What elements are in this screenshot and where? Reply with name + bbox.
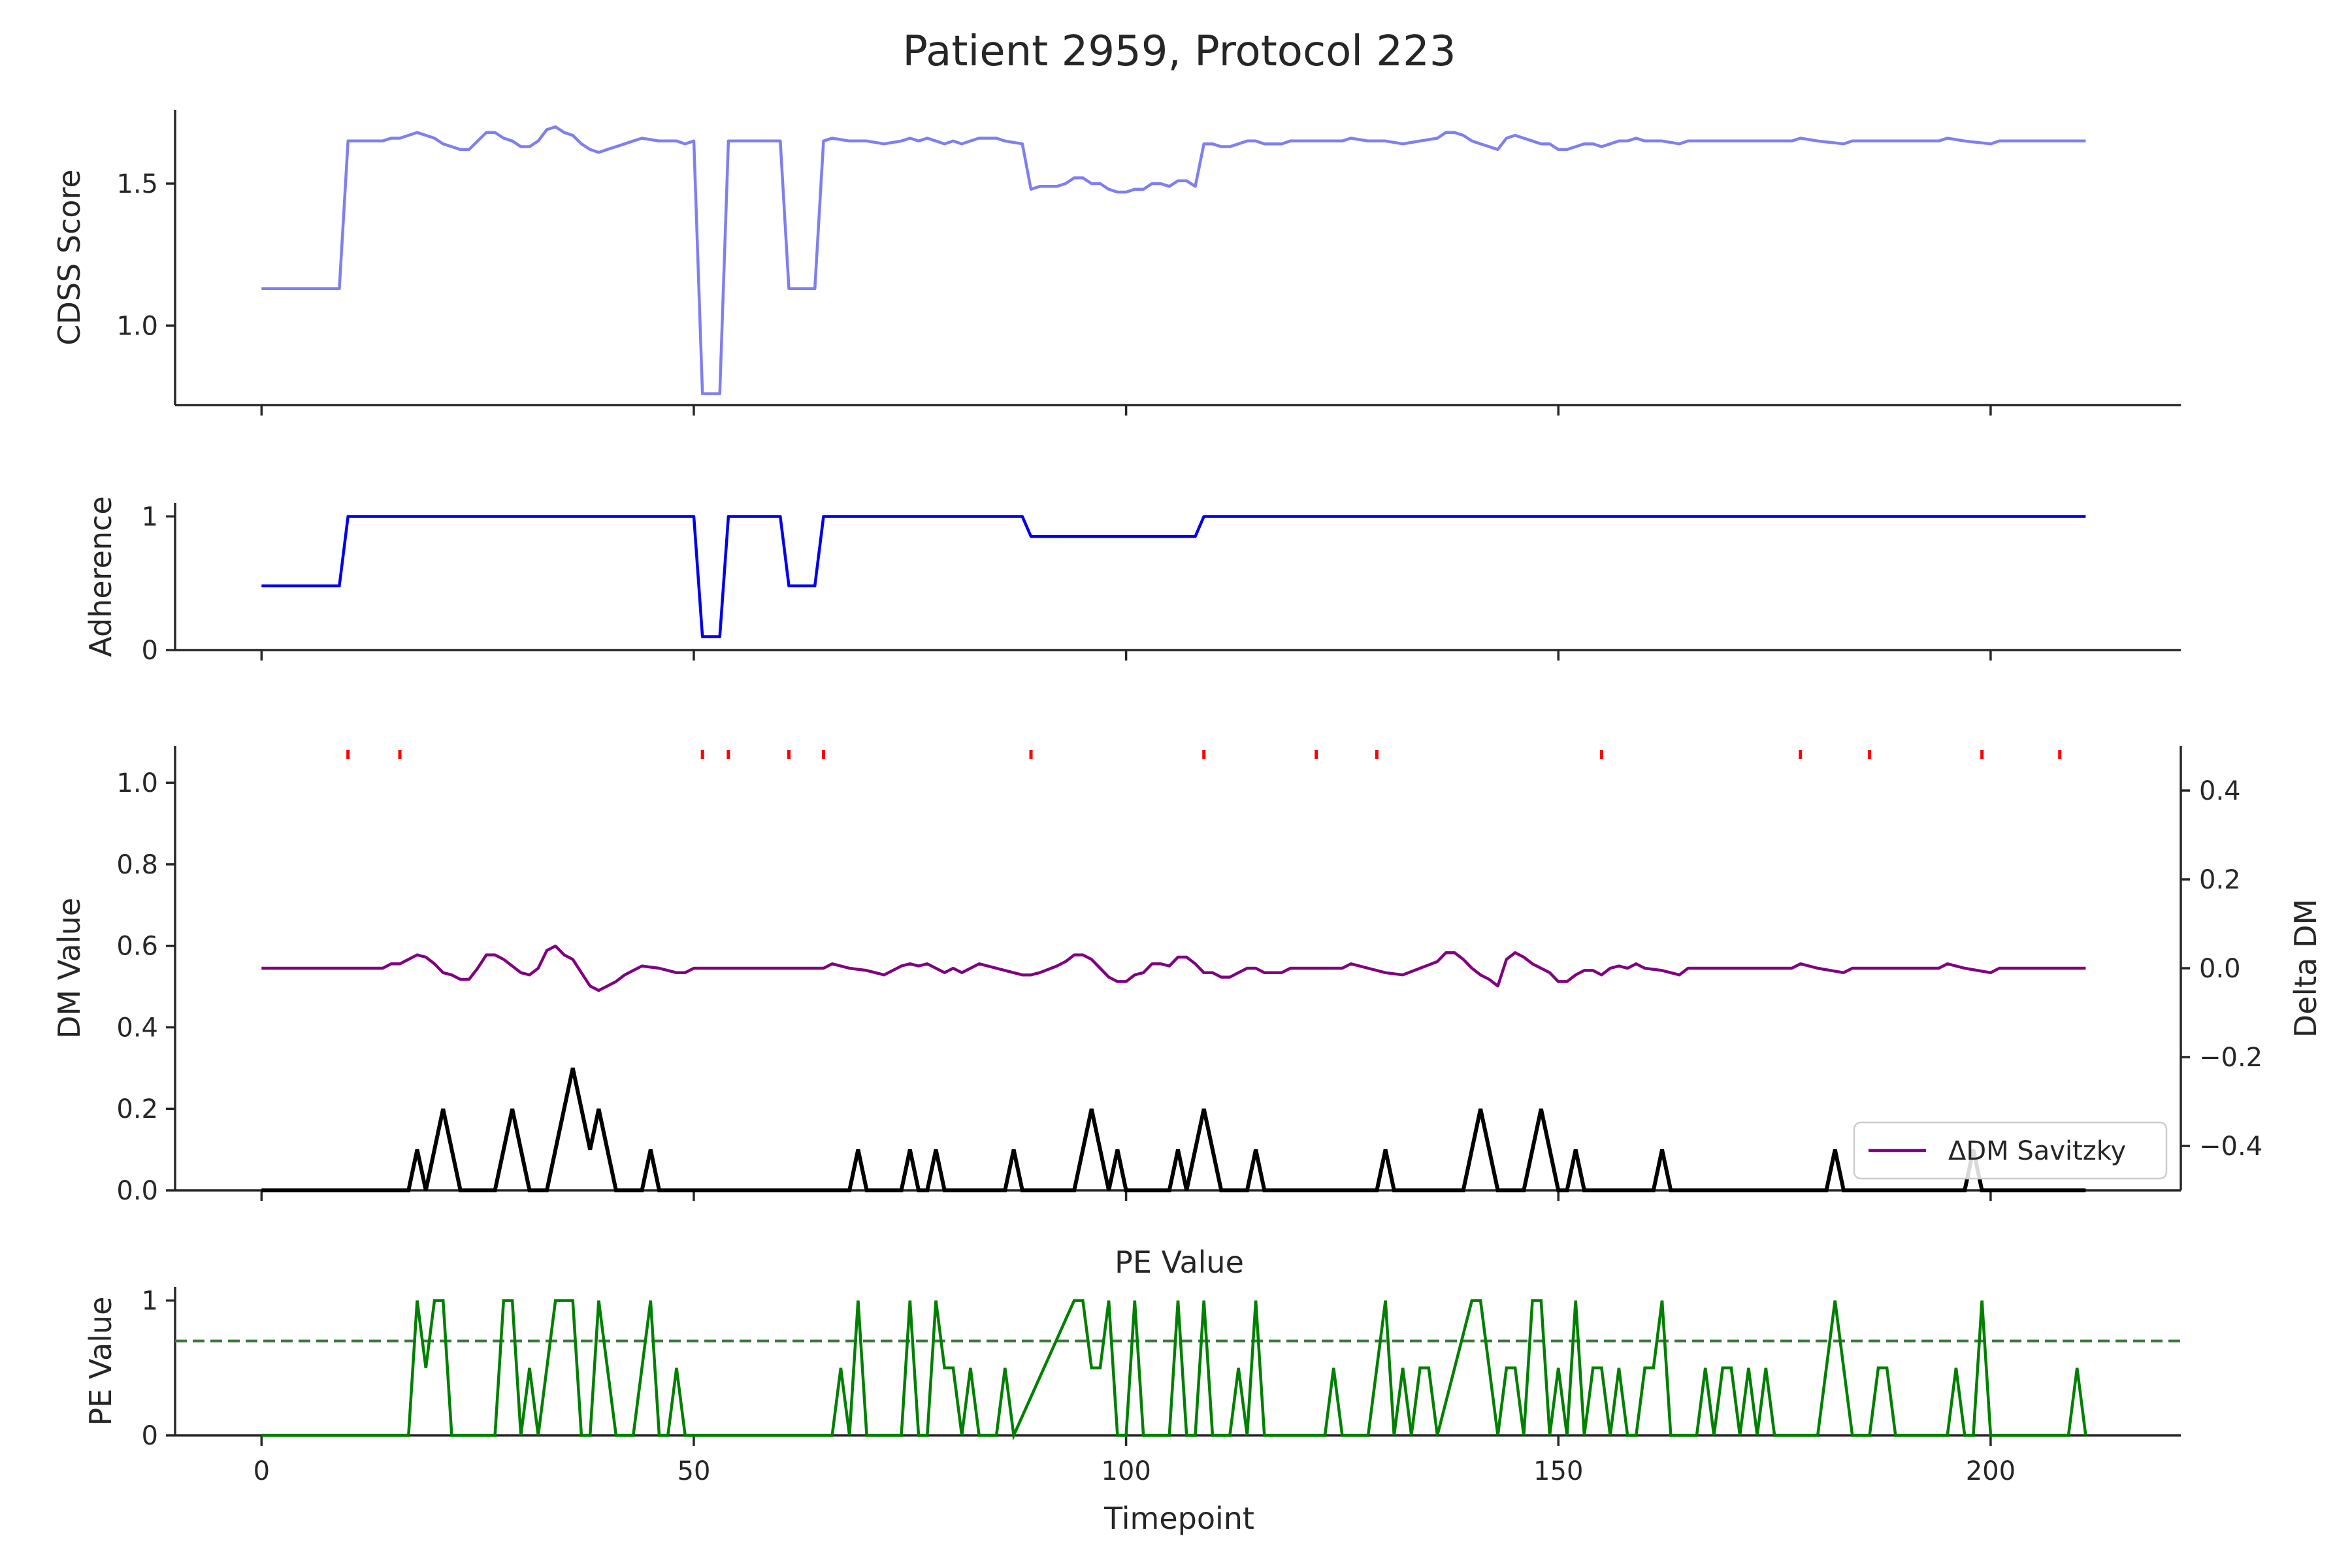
delta-dm-y-tick-label: 0.0 <box>2199 954 2241 984</box>
legend-label-delta: ΔDM Savitzky <box>1948 1136 2126 1166</box>
pe-x-tick-label: 150 <box>1533 1456 1583 1486</box>
delta-dm-y-tick-label: −0.2 <box>2199 1043 2262 1073</box>
dm-y-tick-label: 0.2 <box>116 1094 158 1124</box>
dm-value-panel: 0.0 0.2 0.4 0.6 0.8 1.0 DM Value −0.4 −0.2 0.0 0.2… <box>52 746 2323 1206</box>
dm-y-axis-label: DM Value <box>52 898 87 1039</box>
dm-y-tick-label: 0.0 <box>116 1176 158 1206</box>
pe-x-tick-label: 200 <box>1966 1456 2016 1486</box>
dm-y-tick-label: 0.4 <box>116 1013 158 1043</box>
dm-y-tick-label: 0.6 <box>116 932 158 962</box>
dm-legend: ΔDM Savitzky <box>1853 1121 2168 1180</box>
pe-value-line <box>261 1299 2087 1441</box>
dm-y-tick-label: 1.0 <box>116 768 158 798</box>
cdss-score-panel: 1.0 1.5 CDSS Score <box>52 110 2181 416</box>
pe-x-tick-label: 0 <box>253 1456 270 1486</box>
x-axis-label: Timepoint <box>1103 1501 1254 1536</box>
legend-box <box>1853 1121 2168 1180</box>
delta-dm-y-tick-label: −0.4 <box>2199 1132 2262 1162</box>
cdss-y-tick-label: 1.5 <box>116 169 158 199</box>
pe-y-tick-label: 1 <box>142 1286 158 1316</box>
dm-value-line <box>261 1068 2086 1192</box>
dm-y-tick-label: 0.8 <box>116 850 158 880</box>
figure-title: Patient 2959, Protocol 223 <box>902 27 1456 76</box>
delta-dm-y-tick-label: 0.4 <box>2199 776 2241 806</box>
pe-x-tick-label: 100 <box>1101 1456 1151 1486</box>
cdss-y-tick-label: 1.0 <box>116 311 158 341</box>
pe-y-axis-label: PE Value <box>83 1297 118 1426</box>
adherence-y-axis-label: Adherence <box>83 496 118 657</box>
pe-x-tick-label: 50 <box>678 1456 711 1486</box>
pe-panel-title: PE Value <box>1115 1245 1244 1280</box>
delta-dm-axis-label: Delta DM <box>2288 899 2323 1037</box>
adherence-y-tick-label: 1 <box>142 502 158 532</box>
cdss-y-axis-label: CDSS Score <box>52 169 87 345</box>
delta-dm-savitzky-line <box>261 944 2086 992</box>
adherence-line <box>261 515 2086 638</box>
pe-value-panel: 0 1 PE Value 0 50 100 150 200 Timepoint PE Value <box>83 1245 2181 1536</box>
adherence-panel: 0 1 Adherence <box>83 496 2181 666</box>
adherence-y-tick-label: 0 <box>142 636 158 666</box>
delta-dm-y-tick-label: 0.2 <box>2199 865 2241 895</box>
pe-y-tick-label: 0 <box>142 1421 158 1451</box>
cdss-score-line <box>261 125 2086 395</box>
